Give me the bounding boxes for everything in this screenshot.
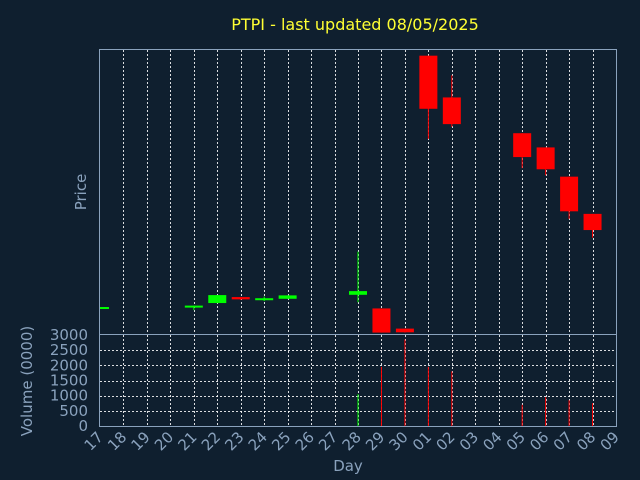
volume-tick-label: 500 bbox=[59, 402, 88, 420]
volume-axis-label: Volume (0000) bbox=[18, 326, 36, 436]
candle-body bbox=[349, 291, 367, 295]
price-axis-label: Price bbox=[72, 174, 90, 211]
candle-body bbox=[372, 308, 391, 333]
candle-body bbox=[208, 295, 227, 304]
candle-body bbox=[583, 213, 602, 231]
candle-body bbox=[255, 298, 274, 301]
volume-tick-label: 1500 bbox=[50, 372, 88, 390]
volume-tick-label: 1000 bbox=[50, 387, 88, 405]
candle-body bbox=[100, 307, 109, 310]
candle-body bbox=[536, 147, 555, 170]
price-candles bbox=[100, 55, 602, 333]
candle-body bbox=[442, 97, 461, 125]
volume-tick-label: 0 bbox=[78, 417, 88, 435]
volume-panel bbox=[99, 334, 617, 427]
candle-body bbox=[278, 295, 297, 299]
volume-panel-frame bbox=[99, 334, 617, 427]
candle-body bbox=[513, 133, 532, 158]
x-tick-labels: 1718192021222324252627282930010203040506… bbox=[81, 428, 623, 454]
chart-title: PTPI - last updated 08/05/2025 bbox=[231, 15, 479, 34]
volume-tick-label: 3000 bbox=[50, 326, 88, 344]
volume-tick-label: 2000 bbox=[50, 356, 88, 374]
candle-body bbox=[231, 297, 250, 300]
candle-body bbox=[419, 55, 438, 109]
price-panel bbox=[99, 49, 617, 335]
candle-body bbox=[395, 328, 414, 333]
volume-bars bbox=[357, 339, 594, 426]
candle-body bbox=[184, 305, 203, 308]
x-axis-label: Day bbox=[333, 457, 363, 475]
volume-tick-label: 2500 bbox=[50, 341, 88, 359]
candle-body bbox=[560, 176, 579, 212]
